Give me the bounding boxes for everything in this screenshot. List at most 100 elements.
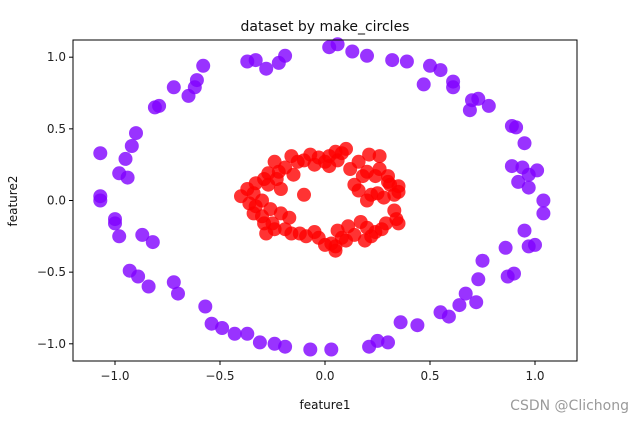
data-point [330, 223, 345, 238]
data-point [278, 222, 293, 237]
data-point [198, 299, 213, 314]
data-point [521, 180, 536, 195]
y-tick-label: 0.5 [47, 122, 66, 136]
data-point [328, 243, 343, 258]
data-point [362, 147, 377, 162]
data-point [446, 80, 461, 95]
data-point [360, 193, 374, 208]
data-point [93, 189, 108, 204]
x-tick-label: −1.0 [100, 369, 129, 383]
data-point [372, 149, 387, 164]
data-point [341, 219, 356, 234]
data-point [322, 159, 337, 174]
data-point [330, 37, 345, 52]
data-point [528, 237, 542, 252]
data-point [282, 210, 297, 225]
chart-title: dataset by make_circles [241, 19, 410, 35]
data-point [339, 141, 353, 156]
data-point [452, 298, 467, 313]
data-points [93, 37, 551, 357]
data-point [303, 342, 318, 357]
data-point [433, 63, 448, 78]
data-point [124, 139, 139, 153]
data-point [509, 120, 524, 135]
data-point [517, 223, 532, 238]
data-point [441, 309, 456, 324]
data-point [129, 126, 143, 141]
data-point [189, 73, 204, 88]
data-point [240, 182, 255, 196]
data-point [261, 166, 276, 181]
data-point [278, 48, 293, 63]
data-point [530, 163, 545, 178]
plot-area-frame [72, 39, 578, 362]
y-tick-label: 1.0 [47, 50, 66, 64]
y-tick-label: 0.0 [47, 194, 66, 208]
data-point [252, 335, 267, 350]
data-point [362, 339, 377, 354]
data-point [399, 54, 414, 69]
data-point [108, 212, 122, 227]
data-point [263, 202, 278, 217]
data-point [196, 58, 211, 73]
data-point [307, 225, 322, 239]
data-point [423, 58, 437, 73]
data-point [536, 206, 551, 221]
x-tick-label: −0.5 [205, 369, 234, 383]
data-point [511, 174, 526, 189]
data-point [345, 44, 360, 59]
data-point [462, 103, 477, 118]
data-point [93, 146, 108, 161]
x-axis-ticks: −1.0 −0.5 0.0 0.5 1.0 [100, 361, 545, 383]
data-point [297, 153, 311, 168]
data-point [286, 167, 301, 182]
data-point [410, 318, 425, 333]
data-point [259, 61, 274, 76]
y-tick-label: −0.5 [37, 265, 66, 279]
data-point [166, 275, 181, 290]
data-point [343, 162, 358, 176]
data-point [242, 196, 257, 211]
data-point [118, 151, 133, 166]
data-point [391, 216, 406, 231]
data-point [385, 53, 400, 68]
data-point [481, 98, 496, 113]
data-point [517, 136, 532, 151]
data-point [393, 315, 408, 330]
data-point [122, 263, 137, 278]
data-point [347, 177, 362, 192]
data-point [240, 326, 255, 341]
data-point [381, 174, 395, 189]
x-tick-label: 0.5 [420, 369, 439, 383]
y-axis-label: feature2 [6, 176, 20, 227]
y-tick-label: −1.0 [37, 337, 66, 351]
data-point [145, 235, 160, 250]
data-point [227, 326, 242, 341]
data-point [475, 253, 490, 268]
data-point [416, 77, 431, 92]
data-point [215, 321, 230, 335]
data-point [141, 279, 156, 294]
x-axis-label: feature1 [300, 398, 351, 412]
data-point [273, 182, 288, 196]
data-point [297, 187, 311, 202]
data-point [204, 316, 219, 331]
x-tick-label: 1.0 [525, 369, 544, 383]
data-point [166, 80, 181, 95]
data-point [267, 154, 282, 169]
data-point [248, 53, 263, 68]
data-point [498, 240, 513, 255]
x-tick-label: 0.0 [315, 369, 334, 383]
data-point [259, 226, 274, 241]
data-point [278, 339, 293, 354]
data-point [267, 336, 282, 351]
data-point [135, 227, 150, 242]
watermark-text: CSDN @Clichong [510, 398, 629, 414]
data-point [458, 286, 473, 301]
data-point [536, 193, 551, 208]
y-axis-ticks: −1.0 −0.5 0.0 0.5 1.0 [37, 50, 73, 351]
data-point [255, 193, 269, 208]
data-point [112, 229, 127, 244]
data-point [381, 335, 395, 350]
